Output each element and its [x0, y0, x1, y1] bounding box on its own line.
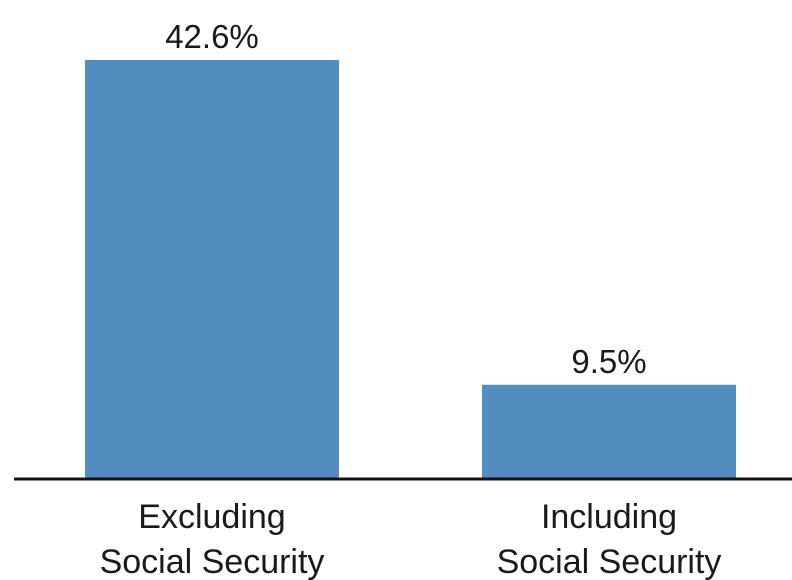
- bar-value-label-2: 9.5%: [571, 343, 646, 380]
- bars-layer: [85, 60, 736, 478]
- bar-value-label-1: 42.6%: [165, 18, 259, 55]
- category-label-2-line-2: Social Security: [497, 543, 722, 580]
- category-label-1-line-2: Social Security: [100, 543, 325, 580]
- bar-1: [85, 60, 339, 478]
- category-label-2-line-1: Including: [541, 498, 677, 536]
- bar-2: [482, 384, 736, 478]
- category-labels-layer: Excluding Social Security Including Social …: [100, 498, 722, 580]
- category-label-1-line-1: Excluding: [138, 498, 285, 536]
- value-labels-layer: 42.6% 9.5%: [165, 18, 646, 380]
